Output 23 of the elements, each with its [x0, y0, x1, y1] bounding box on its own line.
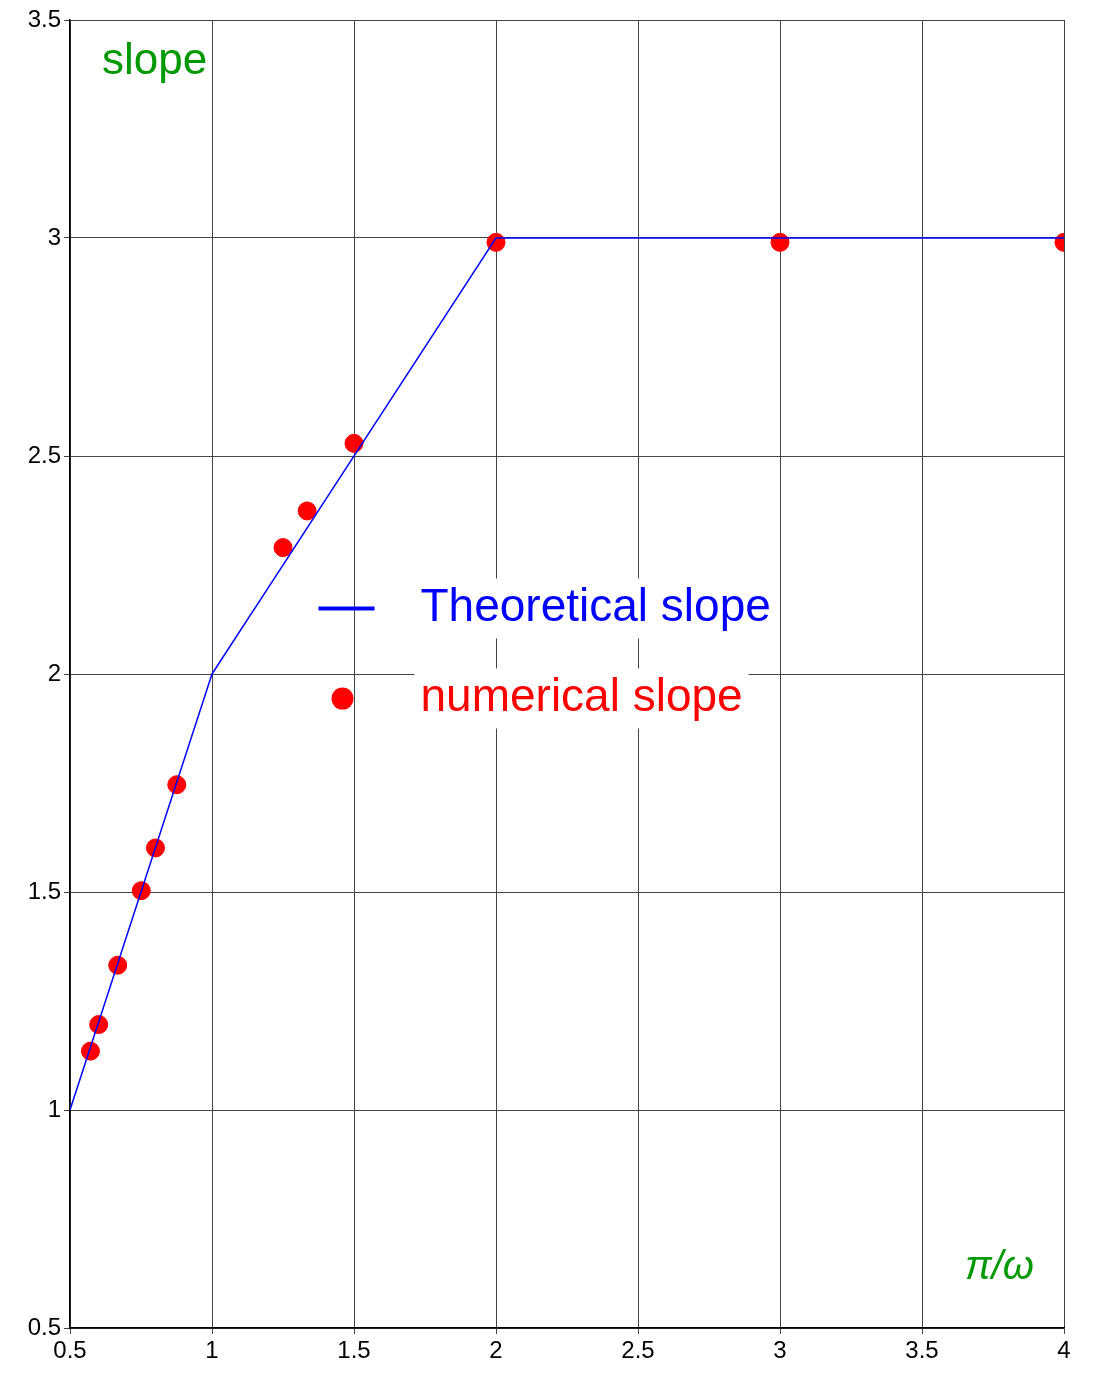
x-tick-label: 2.5 [621, 1336, 655, 1364]
y-tick-label: 2 [47, 658, 61, 686]
point [80, 1041, 100, 1061]
legend-label: numerical slope [420, 669, 743, 722]
x-tick-label: 3 [773, 1336, 787, 1364]
point [297, 501, 317, 521]
legend-label: Theoretical slope [420, 579, 771, 632]
point [273, 538, 293, 558]
x-tick-label: 3.5 [905, 1336, 939, 1364]
point [167, 775, 187, 795]
x-tick-label: 1.5 [337, 1336, 371, 1364]
point [344, 433, 364, 453]
y-tick-label: 3.5 [27, 4, 61, 32]
x-tick-label: 1 [205, 1336, 219, 1364]
x-tick-label: 2 [489, 1336, 503, 1364]
x-tick-label: 4 [1057, 1336, 1071, 1364]
y-tick-label: 3 [47, 222, 61, 250]
y-tick-label: 0.5 [27, 1312, 61, 1340]
y-tick-label: 1.5 [27, 876, 61, 904]
x-axis-title: π/ω [964, 1243, 1034, 1288]
y-axis-title: slope [102, 34, 208, 84]
y-tick-label: 2.5 [27, 440, 61, 468]
y-tick-label: 1 [47, 1094, 61, 1122]
